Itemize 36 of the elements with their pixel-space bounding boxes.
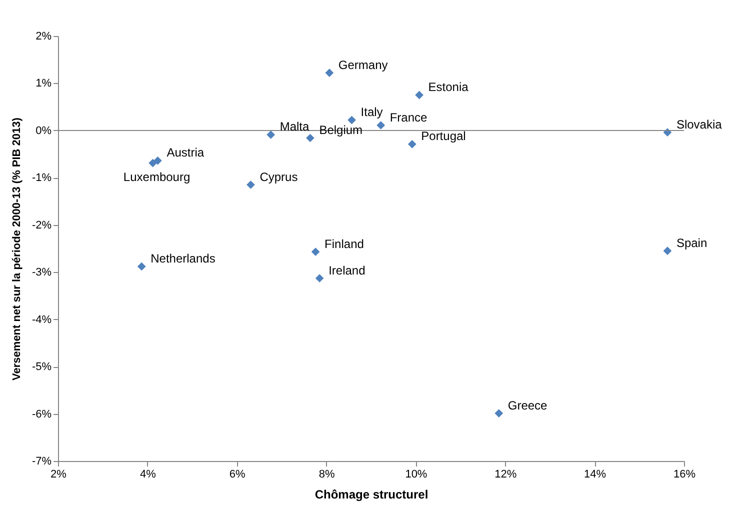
annotation: Cyprus xyxy=(260,170,298,184)
annotation: Italy xyxy=(360,105,383,120)
x-tick-label: 12% xyxy=(494,468,517,480)
y-tick-label: -2% xyxy=(32,219,52,232)
annotation: Belgium xyxy=(319,123,363,137)
annotation: Estonia xyxy=(428,80,469,94)
y-tick-label: 1% xyxy=(36,78,52,90)
x-tick-label: 4% xyxy=(140,468,156,480)
y-tick-label: -4% xyxy=(32,314,52,326)
y-axis-title: Versement net sur la période 2000-13 (% PIB 2013) xyxy=(10,117,23,380)
y-tick-label: -7% xyxy=(32,456,52,468)
x-tick-label: 10% xyxy=(405,468,428,480)
annotation: Austria xyxy=(166,146,204,160)
x-tick-label: 16% xyxy=(673,468,696,480)
annotation: Finland xyxy=(324,236,364,251)
x-tick-label: 6% xyxy=(229,468,246,480)
x-tick-label: 8% xyxy=(318,468,335,480)
annotation: Greece xyxy=(508,398,548,412)
y-tick-label: -3% xyxy=(32,266,52,279)
y-tick-label: -5% xyxy=(32,361,52,374)
x-axis-title: Chômage structurel xyxy=(314,488,428,502)
annotation: Malta xyxy=(280,120,310,134)
y-tick-label: 0% xyxy=(36,124,52,137)
annotation: Portugal xyxy=(421,129,466,144)
x-tick-label: 14% xyxy=(584,468,606,480)
annotation: Slovakia xyxy=(676,117,722,132)
y-tick-label: 2% xyxy=(36,30,52,42)
annotation: Netherlands xyxy=(150,251,216,266)
annotation: Luxembourg xyxy=(123,170,190,184)
annotation: Ireland xyxy=(328,263,366,278)
annotation: Spain xyxy=(676,236,708,250)
annotation: France xyxy=(390,110,428,124)
y-tick-label: -6% xyxy=(32,408,52,420)
x-tick-label: 2% xyxy=(50,468,67,480)
annotation: Germany xyxy=(338,58,388,72)
y-tick-label: -1% xyxy=(32,172,52,184)
